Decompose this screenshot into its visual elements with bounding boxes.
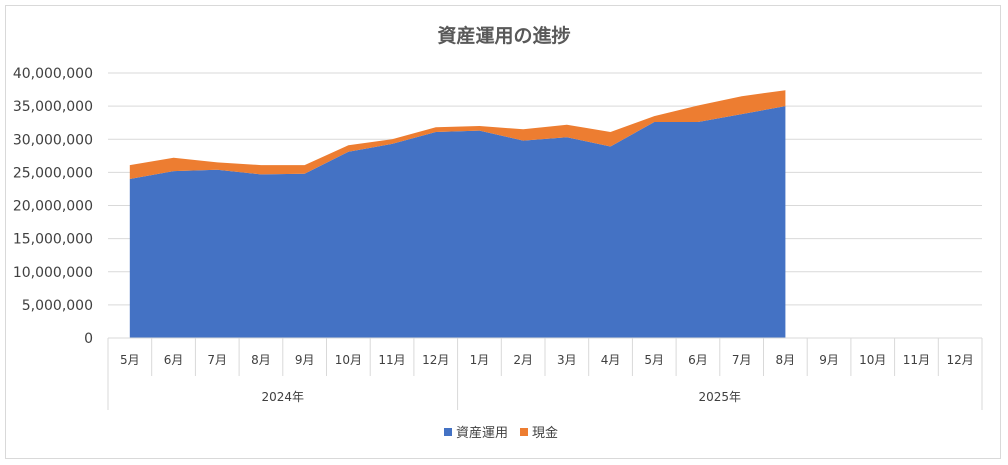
y-tick-label: 40,000,000	[13, 66, 93, 82]
area-資産運用	[129, 106, 786, 338]
legend-label: 現金	[532, 425, 558, 441]
x-axis: 5月 6月 7月 8月 9月 10月 11月 12月 1月 2月 3月 4月 5月 6月 7月 8月 9月 10月…	[107, 337, 983, 410]
y-tick-label: 5,000,000	[22, 298, 93, 314]
x-tick-label: 10月	[859, 353, 886, 367]
legend-label: 資産運用	[456, 425, 508, 441]
area-series	[129, 90, 786, 338]
x-tick-label: 6月	[164, 353, 184, 367]
x-tick-label: 8月	[251, 353, 271, 367]
x-tick-label: 12月	[422, 353, 449, 367]
x-tick-label: 10月	[335, 353, 362, 367]
y-tick-label: 0	[84, 331, 93, 347]
x-tick-label: 12月	[947, 353, 974, 367]
x-tick-label: 11月	[903, 353, 930, 367]
x-tick-label: 3月	[557, 353, 577, 367]
x-tick-label: 7月	[732, 353, 752, 367]
x-tick-label: 11月	[378, 353, 405, 367]
legend: 資産運用 現金	[444, 425, 558, 441]
y-tick-label: 35,000,000	[13, 99, 93, 115]
x-tick-label: 9月	[295, 353, 315, 367]
legend-swatch	[520, 428, 528, 436]
x-tick-label: 8月	[776, 353, 796, 367]
x-group-label: 2024年	[262, 390, 305, 404]
legend-swatch	[444, 428, 452, 436]
y-tick-label: 10,000,000	[13, 265, 93, 281]
x-tick-label: 1月	[470, 353, 490, 367]
area-現金	[129, 90, 786, 179]
x-tick-label: 7月	[207, 353, 227, 367]
x-tick-label: 2月	[513, 353, 533, 367]
y-tick-label: 25,000,000	[13, 165, 93, 181]
x-group-label: 2025年	[699, 390, 742, 404]
x-tick-label: 9月	[819, 353, 839, 367]
chart-title: 資産運用の進捗	[437, 24, 570, 47]
y-axis: 0 5,000,000 10,000,000 15,000,000 20,000,000…	[13, 66, 93, 347]
x-tick-label: 5月	[120, 353, 140, 367]
x-tick-label: 4月	[601, 353, 621, 367]
y-tick-label: 20,000,000	[13, 199, 93, 215]
x-tick-label: 6月	[688, 353, 708, 367]
y-tick-label: 15,000,000	[13, 232, 93, 248]
x-tick-label: 5月	[644, 353, 664, 367]
y-tick-label: 30,000,000	[13, 132, 93, 148]
